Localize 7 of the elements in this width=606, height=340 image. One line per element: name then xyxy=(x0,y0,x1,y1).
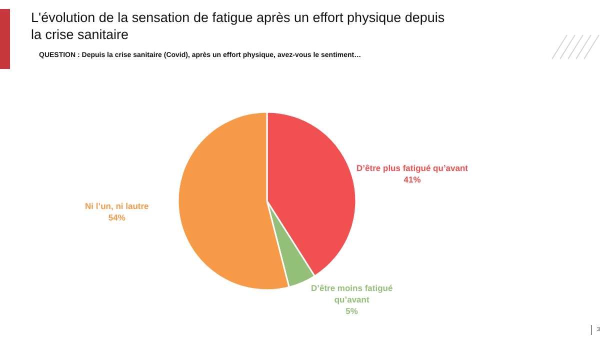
data-label: 5% xyxy=(346,306,358,316)
chart-title: L'évolution de la sensation de fatigue après un effort physique depuis la crise sanitaire xyxy=(31,9,446,43)
slice-label: D’être plus fatigué qu’avant xyxy=(356,163,468,174)
data-label: 54% xyxy=(108,212,126,223)
slice-label: D’être moins fatigué qu’avant xyxy=(310,283,393,305)
slice-label: Ni l’un, ni lautre xyxy=(85,201,150,212)
data-label: 41% xyxy=(404,174,422,185)
